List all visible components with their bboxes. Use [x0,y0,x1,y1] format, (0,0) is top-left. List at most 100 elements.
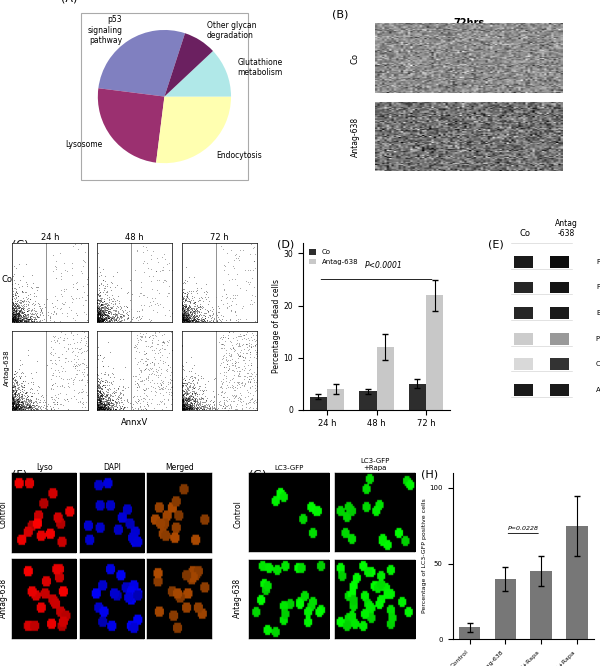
Point [235,396,245,407]
Point [95,378,104,388]
Point [99,402,109,412]
Point [8,312,18,322]
Point [181,313,190,324]
Point [184,316,194,327]
Point [187,315,197,326]
Point [182,296,191,306]
Point [8,386,17,397]
Point [101,400,110,411]
Point [28,400,38,410]
Point [108,292,118,303]
Point [181,399,191,410]
Point [93,310,103,321]
Point [95,295,104,306]
Point [182,299,191,310]
Point [104,312,114,323]
Point [104,308,113,318]
Point [190,310,199,321]
Point [184,302,194,313]
Point [103,395,112,406]
Point [107,301,117,312]
Point [96,388,106,398]
Point [184,402,194,412]
Point [16,402,26,412]
Point [11,401,20,412]
Point [10,290,20,300]
Point [178,394,188,404]
Point [9,402,19,413]
Point [21,315,31,326]
Point [46,348,56,359]
Point [10,403,19,414]
Point [94,315,103,326]
Point [199,386,208,396]
Text: Casp 3: Casp 3 [596,362,600,368]
Point [95,403,104,414]
Point [166,387,176,398]
Point [107,312,117,323]
Point [189,308,199,318]
Point [249,377,259,388]
Point [8,392,17,403]
Point [100,382,109,392]
Point [10,283,19,294]
Point [43,307,53,318]
Point [95,310,105,321]
Point [81,308,91,319]
Point [93,308,103,319]
Point [192,299,202,310]
Point [190,396,200,406]
Point [180,312,190,323]
Point [195,402,205,412]
Point [14,278,23,289]
Point [13,397,22,408]
Point [19,309,29,320]
Point [10,368,19,379]
Point [97,308,106,318]
Point [198,316,208,326]
Point [31,314,40,324]
Point [96,403,106,414]
Point [178,309,188,320]
Point [99,400,109,411]
Point [95,300,104,311]
Point [32,314,41,324]
Point [92,316,102,326]
Point [233,395,243,406]
Point [23,344,32,355]
Point [105,394,115,405]
Point [67,328,76,338]
Point [29,404,39,415]
Point [94,311,103,322]
Point [94,315,103,326]
Point [94,314,103,324]
Point [63,404,73,414]
Point [13,390,23,401]
Point [94,382,103,393]
Point [8,316,17,326]
Point [98,293,107,304]
Point [230,273,240,284]
Point [114,380,124,391]
Point [177,400,187,411]
Point [8,315,18,326]
Point [178,398,187,409]
Point [31,306,41,316]
Point [10,404,19,414]
Point [99,404,109,414]
Point [93,303,103,314]
Point [180,404,190,414]
Point [95,312,105,323]
Point [94,312,103,322]
Point [188,315,198,326]
Point [10,302,20,313]
Point [180,306,190,317]
Point [181,309,191,320]
Point [194,311,203,322]
Point [180,306,190,317]
Point [13,308,23,319]
Point [130,342,139,352]
Point [178,400,187,411]
Point [93,402,103,413]
Point [178,302,187,312]
